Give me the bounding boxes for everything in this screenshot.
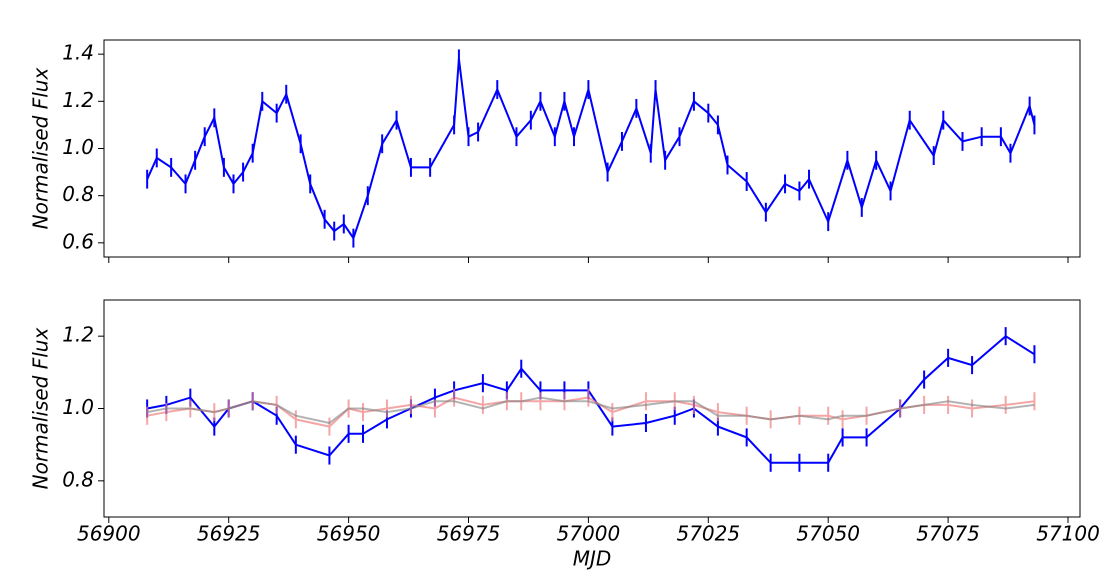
series-line (147, 334, 1035, 464)
y-tick-label: 0.8 (62, 182, 94, 206)
y-tick-label: 0.6 (62, 229, 94, 253)
plot-frame (103, 299, 1081, 518)
y-axis-label: Normalised Flux (29, 328, 53, 490)
series (146, 49, 1036, 248)
panel: 0.6 0.8 1.0 1.2 1.4 Normalised Flux (29, 39, 1081, 263)
series-line (146, 58, 1036, 241)
x-tick-label: 56925 (197, 522, 261, 546)
y-tick-label: 1.2 (62, 88, 94, 112)
x-tick-label: 56900 (77, 522, 141, 546)
y-tick-label: 0.8 (62, 467, 94, 491)
y-axis-label: Normalised Flux (29, 68, 53, 230)
x-tick-label: 57075 (916, 522, 980, 546)
x-tick-label: 56975 (437, 522, 501, 546)
y-tick-label: 1.0 (62, 395, 94, 419)
series-line (147, 396, 1035, 425)
x-tick-label: 56950 (317, 522, 381, 546)
x-tick-label: 57000 (557, 522, 621, 546)
panel: 0.8 1.0 1.2 56900 56925 56950 56975 57000 57025 5… (29, 299, 1100, 571)
plot-frame (103, 39, 1081, 258)
y-tick-label: 1.4 (62, 41, 94, 65)
x-axis-label: MJD (573, 547, 612, 571)
x-tick-label: 57050 (796, 522, 860, 546)
y-tick-label: 1.2 (62, 323, 94, 347)
x-tick-label: 57025 (676, 522, 740, 546)
x-tick-label: 57100 (1036, 522, 1100, 546)
y-tick-label: 1.0 (62, 135, 94, 159)
series (147, 396, 1035, 425)
